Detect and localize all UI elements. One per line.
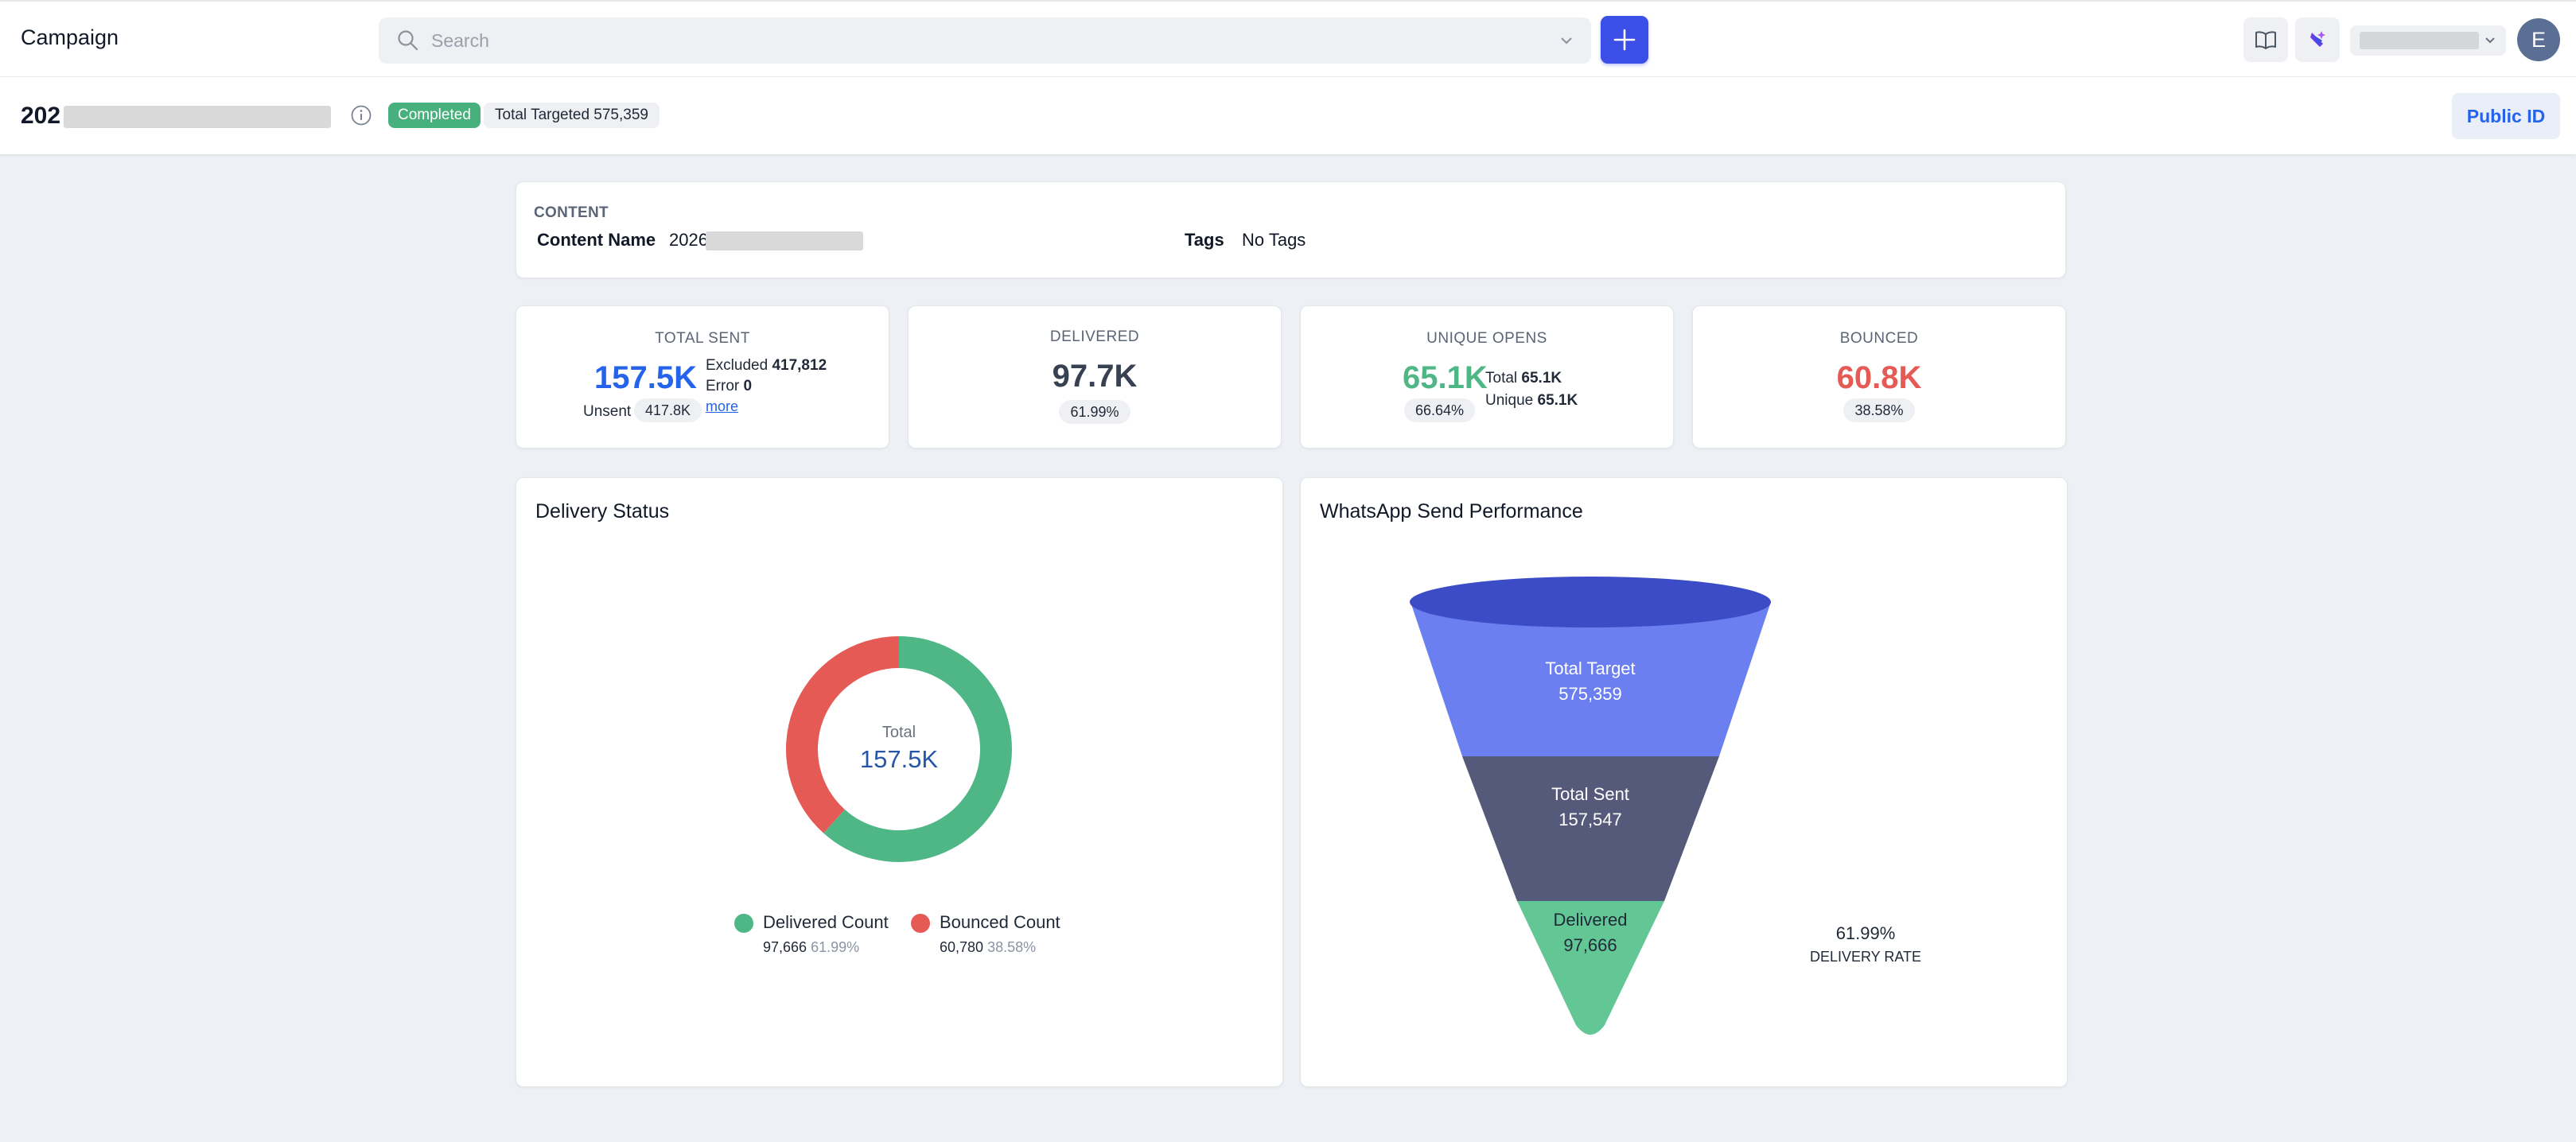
donut-slice-delivered-count[interactable]: [823, 636, 1012, 862]
bounced-caption: BOUNCED: [1839, 330, 1919, 347]
funnel-stage-total-sent: [1462, 756, 1719, 901]
redacted-workspace-name: [2360, 32, 2479, 49]
total-sent-value: 157.5K: [594, 360, 697, 395]
error-label: Error: [706, 378, 740, 394]
funnel-stage-total-target: [1411, 602, 1771, 756]
delivery-status-title: Delivery Status: [535, 500, 670, 522]
search-input[interactable]: Search: [379, 17, 1591, 64]
campaign-header: 202 Completed Total Targeted 575,359 Pub…: [0, 76, 2576, 154]
search-placeholder: Search: [431, 30, 489, 51]
opens-total-value: 65.1K: [1521, 370, 1562, 386]
donut-center-value: 157.5K: [860, 745, 939, 773]
unsent-value: 417.8K: [634, 398, 702, 422]
legend-value-bounced: 60,780 38.58%: [940, 939, 1037, 955]
chevron-down-icon: [2485, 37, 2495, 44]
delivered-caption: DELIVERED: [1049, 328, 1140, 345]
redacted-content-name: [706, 231, 863, 251]
unsent-label: Unsent: [583, 403, 632, 420]
opens-unique-value: 65.1K: [1537, 392, 1578, 409]
delivery-rate-value: 61.99%: [1835, 923, 1896, 943]
search-icon: [398, 30, 418, 51]
delivered-card: DELIVERED 97.7K 61.99%: [908, 305, 1282, 449]
bounced-card: BOUNCED 60.8K 38.58%: [1692, 305, 2066, 449]
funnel-label-total-target: Total Target 575,359: [1545, 658, 1636, 704]
total-sent-card: TOTAL SENT 157.5K Unsent 417.8K Excluded…: [516, 305, 889, 449]
more-link[interactable]: more: [706, 398, 739, 414]
info-icon[interactable]: [350, 104, 372, 126]
unique-opens-card: UNIQUE OPENS 65.1K 66.64% Total 65.1K Un…: [1300, 305, 1674, 449]
delivery-rate-label: DELIVERY RATE: [1809, 949, 1922, 965]
docs-button[interactable]: [2243, 17, 2288, 62]
opens-unique-label: Unique: [1485, 392, 1534, 409]
bounced-pct: 38.58%: [1843, 398, 1915, 422]
assistant-button[interactable]: [2295, 17, 2340, 62]
delivered-value: 97.7K: [1052, 359, 1138, 394]
app-title: Campaign: [21, 25, 119, 49]
legend-value-delivered: 97,666 61.99%: [763, 939, 860, 955]
donut-center-label: Total: [882, 724, 916, 741]
delivery-donut-chart: Total 157.5K: [786, 636, 1012, 862]
unique-opens-pct: 66.64%: [1404, 398, 1476, 422]
legend-label-delivered: Delivered Count: [763, 912, 889, 932]
workspace-select[interactable]: [2350, 25, 2506, 56]
book-icon: [2255, 31, 2276, 49]
tags-label: Tags: [1185, 230, 1224, 250]
redacted-campaign-name: [64, 106, 331, 128]
public-id-button[interactable]: Public ID: [2452, 93, 2560, 139]
legend-dot-bounced: [911, 914, 930, 933]
total-targeted-badge: Total Targeted 575,359: [484, 103, 660, 128]
excluded-label: Excluded: [706, 357, 769, 374]
funnel-label-total-sent: Total Sent 157,547: [1551, 784, 1629, 829]
unique-opens-caption: UNIQUE OPENS: [1426, 330, 1547, 347]
sparkle-pen-icon: [2310, 31, 2325, 47]
campaign-name: 202: [21, 103, 61, 129]
excluded-value: 417,812: [772, 357, 827, 374]
content-name-label: Content Name: [537, 230, 656, 250]
avatar[interactable]: E: [2517, 18, 2560, 61]
send-funnel-chart: [1410, 577, 1771, 1035]
total-sent-caption: TOTAL SENT: [655, 330, 750, 347]
funnel-stage-delivered: [1517, 901, 1664, 1035]
whatsapp-performance-card: WhatsApp Send Performance Total Target 5…: [1300, 477, 2068, 1087]
donut-slice-bounced-count[interactable]: [786, 636, 899, 833]
opens-total-label: Total: [1485, 370, 1518, 386]
status-badge: Completed: [388, 103, 481, 128]
funnel-label-delivered: Delivered 97,666: [1553, 910, 1628, 955]
delivery-status-card: Delivery Status Total 157.5K Delivered C…: [516, 477, 1283, 1087]
funnel-title: WhatsApp Send Performance: [1320, 500, 1583, 522]
content-name-value: 2026: [669, 230, 708, 250]
content-caption: CONTENT: [534, 204, 609, 221]
plus-icon: [1613, 29, 1636, 51]
tags-value: No Tags: [1242, 230, 1306, 250]
unique-opens-value: 65.1K: [1403, 360, 1488, 395]
legend-dot-delivered: [734, 914, 753, 933]
add-button[interactable]: [1601, 16, 1648, 64]
chevron-down-icon[interactable]: [1558, 32, 1575, 49]
content-card: CONTENT Content Name 2026 Tags No Tags: [516, 181, 2066, 278]
funnel-top-ellipse: [1410, 577, 1771, 627]
delivered-pct: 61.99%: [1059, 400, 1130, 424]
bounced-value: 60.8K: [1836, 360, 1922, 395]
error-value: 0: [743, 378, 753, 394]
delivery-rate: 61.99% DELIVERY RATE: [1778, 923, 1953, 965]
top-bar: Campaign Search E: [0, 0, 2576, 76]
legend-label-bounced: Bounced Count: [940, 912, 1060, 932]
